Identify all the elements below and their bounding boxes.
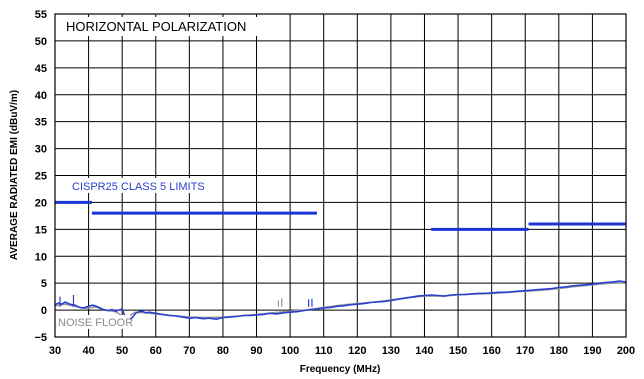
x-tick-label: 170 (516, 345, 534, 357)
x-tick-label: 110 (315, 345, 333, 357)
x-tick-label: 160 (482, 345, 500, 357)
series-lines (54, 280, 627, 321)
y-tick-label: 15 (35, 224, 47, 236)
x-axis-title: Frequency (MHz) (300, 364, 381, 375)
chart-title: HORIZONTAL POLARIZATION (66, 19, 246, 34)
y-tick-label: 0 (41, 305, 47, 317)
noise-floor-label: NOISE FLOOR (58, 317, 133, 329)
y-tick-label: 25 (35, 171, 47, 183)
y-tick-label: 10 (35, 251, 47, 263)
y-tick-label: 40 (35, 90, 47, 102)
x-tick-label: 150 (449, 345, 467, 357)
limits-label: CISPR25 CLASS 5 LIMITS (72, 181, 205, 193)
y-tick-labels: −5 0 5 10 15 20 25 30 35 40 45 50 55 (34, 9, 47, 344)
y-tick-label: 45 (35, 63, 47, 75)
x-tick-label: 80 (217, 345, 229, 357)
x-tick-label: 100 (281, 345, 299, 357)
x-tick-label: 40 (82, 345, 94, 357)
x-tick-label: 200 (617, 345, 635, 357)
y-tick-label: 30 (35, 144, 47, 156)
y-tick-label: 20 (35, 197, 47, 209)
x-tick-labels: 30 40 50 60 70 80 90 100 110 120 130 140 150 160 170 18… (49, 345, 635, 357)
grid (55, 14, 626, 337)
x-tick-label: 140 (415, 345, 433, 357)
limit-lines (55, 200, 626, 231)
y-tick-label: 50 (35, 36, 47, 48)
x-tick-label: 120 (348, 345, 366, 357)
y-tick-label: 35 (35, 117, 47, 129)
plot-frame (54, 13, 627, 338)
x-tick-label: 180 (550, 345, 568, 357)
series-line (54, 280, 627, 321)
title-background (60, 17, 270, 36)
limits-label-background (68, 178, 198, 193)
x-tick-label: 70 (183, 345, 195, 357)
x-tick-label: 60 (150, 345, 162, 357)
x-tick-label: 50 (116, 345, 128, 357)
y-axis-title: AVERAGE RADIATED EMI (dBuV/m) (9, 90, 20, 260)
y-tick-label: 55 (35, 9, 47, 21)
x-tick-label: 130 (382, 345, 400, 357)
x-tick-label: 30 (49, 345, 61, 357)
x-tick-label: 90 (250, 345, 262, 357)
x-tick-label: 190 (583, 345, 601, 357)
y-tick-label: −5 (34, 332, 47, 344)
noise-label-background (57, 315, 130, 329)
y-tick-label: 5 (41, 278, 47, 290)
